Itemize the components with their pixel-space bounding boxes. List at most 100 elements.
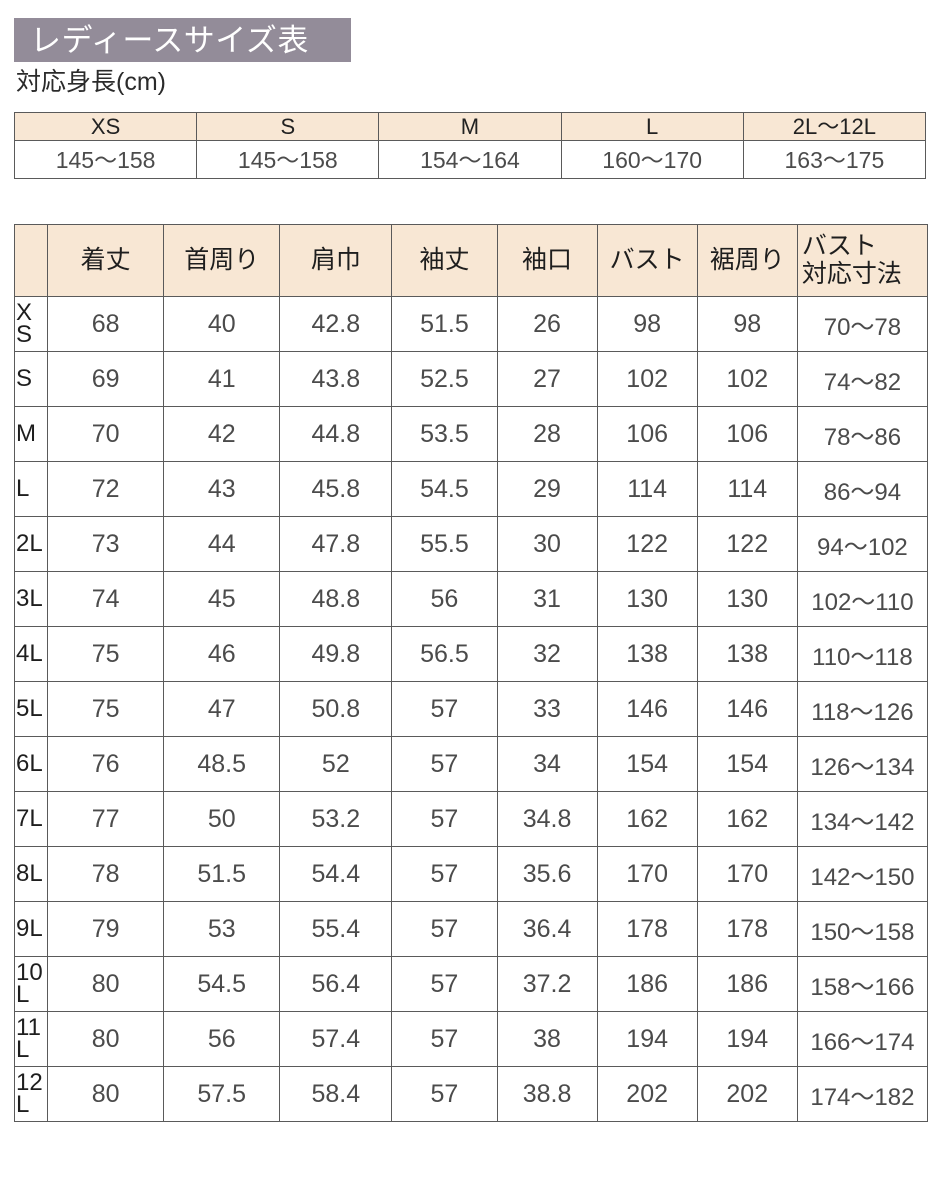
measurement-cell: 46 bbox=[163, 626, 281, 682]
height-table-cell: 145〜158 bbox=[13, 140, 198, 179]
measurement-cell: 194 bbox=[696, 1011, 798, 1067]
size-label-cell: XS bbox=[13, 296, 49, 352]
measurement-cell: 33 bbox=[496, 681, 598, 737]
bust-range-cell: 86〜94 bbox=[796, 461, 929, 517]
measurement-cell: 55.5 bbox=[391, 516, 498, 572]
measurement-cell: 31 bbox=[496, 571, 598, 627]
measurement-cell: 170 bbox=[596, 846, 698, 902]
page-title-banner: レディースサイズ表 bbox=[14, 18, 351, 62]
table-row: XS 68 40 42.8 51.5 26 98 98 70〜78 bbox=[13, 296, 929, 352]
measurement-cell: 35.6 bbox=[496, 846, 598, 902]
measurement-cell: 80 bbox=[47, 1011, 165, 1067]
measurement-cell: 54.5 bbox=[163, 956, 281, 1012]
table-row: 5L 75 47 50.8 57 33 146 146 118〜126 bbox=[13, 681, 929, 737]
size-label-cell: 9L bbox=[13, 901, 49, 957]
height-table-header-cell: L bbox=[560, 112, 744, 141]
measurement-cell: 54.4 bbox=[279, 846, 393, 902]
measurement-cell: 122 bbox=[596, 516, 698, 572]
measurement-table: 着丈 首周り 肩巾 袖丈 袖口 バスト 裾周り バスト 対応寸法 XS 68 40 42… bbox=[13, 224, 929, 1122]
measurement-cell: 57.5 bbox=[163, 1066, 281, 1122]
measurement-cell: 51.5 bbox=[391, 296, 498, 352]
measurement-cell: 26 bbox=[496, 296, 598, 352]
bust-range-cell: 94〜102 bbox=[796, 516, 929, 572]
measurement-cell: 36.4 bbox=[496, 901, 598, 957]
size-label-cell: 8L bbox=[13, 846, 49, 902]
measurement-cell: 70 bbox=[47, 406, 165, 462]
measurement-table-header-cell: 裾周り bbox=[696, 224, 798, 297]
measurement-cell: 162 bbox=[696, 791, 798, 847]
measurement-cell: 30 bbox=[496, 516, 598, 572]
height-table-header-cell: 2L〜12L bbox=[742, 112, 927, 141]
bust-range-cell: 110〜118 bbox=[796, 626, 929, 682]
measurement-cell: 106 bbox=[696, 406, 798, 462]
measurement-cell: 146 bbox=[696, 681, 798, 737]
bust-range-cell: 142〜150 bbox=[796, 846, 929, 902]
measurement-cell: 138 bbox=[696, 626, 798, 682]
size-label-cell: 10L bbox=[13, 956, 49, 1012]
measurement-cell: 52 bbox=[279, 736, 393, 792]
height-range-table: XS S M L 2L〜12L 145〜158 145〜158 154〜164 … bbox=[13, 112, 927, 179]
table-row: 2L 73 44 47.8 55.5 30 122 122 94〜102 bbox=[13, 516, 929, 572]
measurement-cell: 130 bbox=[696, 571, 798, 627]
measurement-cell: 28 bbox=[496, 406, 598, 462]
height-table-header-cell: M bbox=[378, 112, 562, 141]
bust-range-cell: 102〜110 bbox=[796, 571, 929, 627]
measurement-cell: 178 bbox=[596, 901, 698, 957]
measurement-cell: 57 bbox=[391, 956, 498, 1012]
measurement-table-header-cell: 袖丈 bbox=[391, 224, 498, 297]
bust-range-cell: 134〜142 bbox=[796, 791, 929, 847]
size-label-cell: L bbox=[13, 461, 49, 517]
size-label-cell: 5L bbox=[13, 681, 49, 737]
measurement-cell: 32 bbox=[496, 626, 598, 682]
measurement-cell: 72 bbox=[47, 461, 165, 517]
measurement-cell: 52.5 bbox=[391, 351, 498, 407]
measurement-cell: 56.5 bbox=[391, 626, 498, 682]
height-table-cell: 154〜164 bbox=[378, 140, 562, 179]
measurement-cell: 194 bbox=[596, 1011, 698, 1067]
measurement-cell: 48.8 bbox=[279, 571, 393, 627]
measurement-cell: 98 bbox=[696, 296, 798, 352]
measurement-cell: 202 bbox=[696, 1066, 798, 1122]
size-label-cell: 12L bbox=[13, 1066, 49, 1122]
height-table-cell: 160〜170 bbox=[560, 140, 744, 179]
table-row: S 69 41 43.8 52.5 27 102 102 74〜82 bbox=[13, 351, 929, 407]
measurement-cell: 80 bbox=[47, 1066, 165, 1122]
table-row: 7L 77 50 53.2 57 34.8 162 162 134〜142 bbox=[13, 791, 929, 847]
measurement-cell: 138 bbox=[596, 626, 698, 682]
measurement-cell: 57 bbox=[391, 1066, 498, 1122]
height-section-label: 対応身長(cm) bbox=[16, 68, 166, 96]
measurement-cell: 29 bbox=[496, 461, 598, 517]
size-label-cell: 11L bbox=[13, 1011, 49, 1067]
measurement-cell: 114 bbox=[696, 461, 798, 517]
measurement-cell: 186 bbox=[596, 956, 698, 1012]
table-row: L 72 43 45.8 54.5 29 114 114 86〜94 bbox=[13, 461, 929, 517]
measurement-cell: 146 bbox=[596, 681, 698, 737]
table-row: 6L 76 48.5 52 57 34 154 154 126〜134 bbox=[13, 736, 929, 792]
size-label-cell: 2L bbox=[13, 516, 49, 572]
bust-range-header-line2: 対応寸法 bbox=[801, 259, 902, 288]
measurement-cell: 77 bbox=[47, 791, 165, 847]
measurement-table-header-row: 着丈 首周り 肩巾 袖丈 袖口 バスト 裾周り バスト 対応寸法 bbox=[13, 224, 929, 297]
height-table-row: 145〜158 145〜158 154〜164 160〜170 163〜175 bbox=[13, 140, 927, 179]
measurement-cell: 45.8 bbox=[279, 461, 393, 517]
measurement-cell: 47 bbox=[163, 681, 281, 737]
measurement-table-header-cell: 肩巾 bbox=[279, 224, 393, 297]
measurement-cell: 98 bbox=[596, 296, 698, 352]
measurement-cell: 51.5 bbox=[163, 846, 281, 902]
height-table-cell: 145〜158 bbox=[196, 140, 380, 179]
size-label-cell: 7L bbox=[13, 791, 49, 847]
bust-range-cell: 78〜86 bbox=[796, 406, 929, 462]
measurement-cell: 75 bbox=[47, 626, 165, 682]
measurement-cell: 162 bbox=[596, 791, 698, 847]
size-label-cell: 3L bbox=[13, 571, 49, 627]
measurement-table-header-cell-bust-range: バスト 対応寸法 bbox=[796, 224, 929, 297]
page-title: レディースサイズ表 bbox=[30, 22, 309, 58]
size-label-cell: S bbox=[13, 351, 49, 407]
height-table-header-row: XS S M L 2L〜12L bbox=[13, 112, 927, 141]
measurement-cell: 154 bbox=[696, 736, 798, 792]
measurement-cell: 56 bbox=[391, 571, 498, 627]
measurement-cell: 57 bbox=[391, 1011, 498, 1067]
measurement-cell: 122 bbox=[696, 516, 798, 572]
measurement-cell: 154 bbox=[596, 736, 698, 792]
measurement-cell: 57 bbox=[391, 681, 498, 737]
